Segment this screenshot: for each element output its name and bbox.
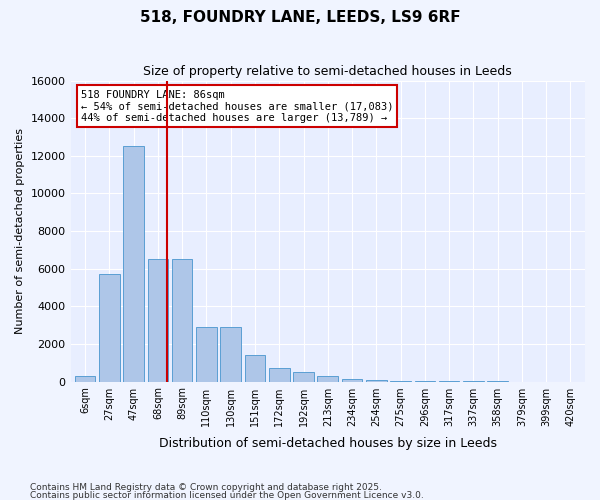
Text: Contains public sector information licensed under the Open Government Licence v3: Contains public sector information licen… bbox=[30, 490, 424, 500]
Bar bbox=[245, 355, 265, 382]
Bar bbox=[342, 378, 362, 382]
Text: 518 FOUNDRY LANE: 86sqm
← 54% of semi-detached houses are smaller (17,083)
44% o: 518 FOUNDRY LANE: 86sqm ← 54% of semi-de… bbox=[81, 90, 394, 123]
Bar bbox=[220, 327, 241, 382]
Title: Size of property relative to semi-detached houses in Leeds: Size of property relative to semi-detach… bbox=[143, 65, 512, 78]
Bar bbox=[366, 380, 386, 382]
Bar bbox=[293, 372, 314, 382]
Bar bbox=[196, 327, 217, 382]
Bar bbox=[172, 260, 193, 382]
Y-axis label: Number of semi-detached properties: Number of semi-detached properties bbox=[15, 128, 25, 334]
Text: 518, FOUNDRY LANE, LEEDS, LS9 6RF: 518, FOUNDRY LANE, LEEDS, LS9 6RF bbox=[140, 10, 460, 25]
Bar bbox=[390, 380, 411, 382]
X-axis label: Distribution of semi-detached houses by size in Leeds: Distribution of semi-detached houses by … bbox=[159, 437, 497, 450]
Bar bbox=[124, 146, 144, 382]
Bar bbox=[317, 376, 338, 382]
Bar bbox=[75, 376, 95, 382]
Bar bbox=[99, 274, 119, 382]
Bar bbox=[269, 368, 290, 382]
Text: Contains HM Land Registry data © Crown copyright and database right 2025.: Contains HM Land Registry data © Crown c… bbox=[30, 483, 382, 492]
Bar bbox=[148, 260, 168, 382]
